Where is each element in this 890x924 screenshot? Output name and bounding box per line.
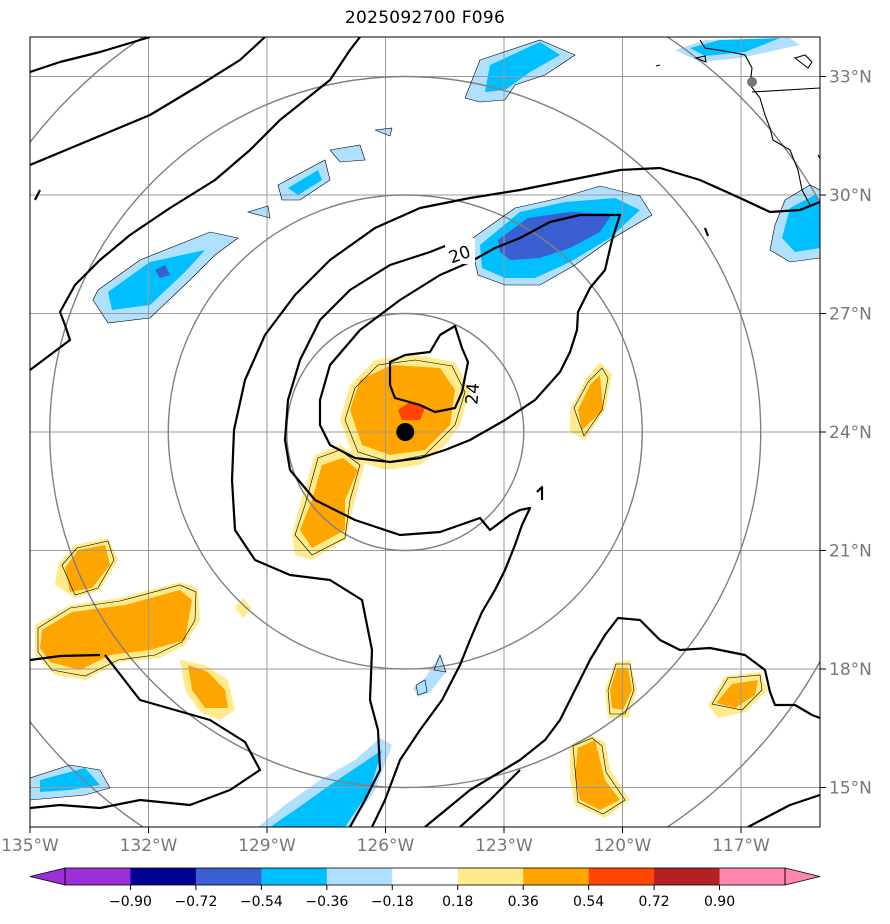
orange-sw-small bbox=[65, 545, 110, 592]
lon-tick-label: 123°W bbox=[475, 836, 533, 856]
colorbar-label: −0.36 bbox=[305, 894, 348, 910]
blue-streak-c bbox=[248, 206, 270, 218]
colorbar-box bbox=[588, 868, 655, 885]
orange-east bbox=[578, 375, 603, 430]
contour-label-24: 24 bbox=[462, 382, 484, 405]
lon-tick-label: 120°W bbox=[594, 836, 652, 856]
lat-tick-label: 33°N bbox=[829, 68, 872, 88]
colorbar-box bbox=[392, 868, 459, 885]
orange-se-a bbox=[610, 668, 632, 710]
contours bbox=[30, 37, 820, 827]
blue-streak-a bbox=[330, 145, 365, 162]
colorbar-under-arrow bbox=[29, 867, 66, 886]
axis-ticks: 135°W 132°W 129°W 126°W 123°W 120°W 117°W 15°N 1… bbox=[1, 68, 872, 857]
colorbar-label: 0.72 bbox=[639, 894, 670, 910]
plot-title: 2025092700 F096 bbox=[344, 8, 506, 28]
colorbar-box bbox=[654, 868, 721, 885]
lat-tick-label: 27°N bbox=[829, 305, 872, 325]
yellow-dot bbox=[235, 598, 252, 618]
blue-core-sw bbox=[40, 768, 100, 792]
range-ring bbox=[49, 75, 762, 789]
colorbar-box bbox=[719, 868, 786, 885]
colorbar-label: 0.90 bbox=[704, 894, 735, 910]
range-rings bbox=[30, 37, 820, 827]
blue-core-east bbox=[782, 195, 820, 252]
colorbar-label: −0.54 bbox=[240, 894, 283, 910]
colorbar-over-arrow bbox=[784, 867, 821, 886]
colorbar-box bbox=[130, 868, 197, 885]
colorbar-frame bbox=[64, 867, 786, 886]
colorbar-box bbox=[523, 868, 590, 885]
blue-streak-d bbox=[375, 128, 392, 136]
range-ring bbox=[167, 194, 643, 670]
lat-tick-label: 21°N bbox=[829, 542, 872, 562]
colorbar-box bbox=[65, 868, 131, 885]
lat-tick-label: 18°N bbox=[829, 660, 872, 680]
royal-ne bbox=[498, 212, 612, 260]
colorbar: −0.90 −0.72 −0.54 −0.36 −0.18 0.18 0.36 0.54 0.7… bbox=[29, 867, 821, 910]
grid-lines bbox=[30, 37, 820, 827]
lat-tick-label: 30°N bbox=[829, 186, 872, 206]
blue-core-b bbox=[288, 170, 322, 195]
colorbar-label: −0.90 bbox=[109, 894, 152, 910]
lat-tick-label: 15°N bbox=[829, 779, 872, 799]
colorbar-box bbox=[195, 868, 262, 885]
city-marker bbox=[747, 77, 757, 87]
colorbar-box bbox=[261, 868, 328, 885]
blue-small-mid bbox=[413, 655, 446, 697]
colorbar-label: 0.18 bbox=[442, 894, 473, 910]
lon-tick-label: 129°W bbox=[238, 836, 296, 856]
lon-tick-label: 135°W bbox=[1, 836, 59, 856]
storm-center-marker bbox=[396, 423, 415, 441]
shaded-field bbox=[30, 38, 820, 827]
colorbar-label: 0.36 bbox=[508, 894, 539, 910]
lon-tick-label: 117°W bbox=[712, 836, 770, 856]
orange-se-c bbox=[575, 740, 620, 810]
orange-sw-big bbox=[40, 590, 192, 670]
orange-se-b bbox=[716, 680, 758, 708]
range-ring bbox=[30, 37, 820, 827]
colorbar-label: −0.72 bbox=[174, 894, 217, 910]
royal-west bbox=[155, 265, 170, 278]
range-ring bbox=[286, 312, 525, 552]
red-central bbox=[398, 402, 425, 420]
coastline bbox=[655, 39, 820, 206]
colorbar-box bbox=[457, 868, 524, 885]
colorbar-label: −0.18 bbox=[371, 894, 414, 910]
lon-tick-label: 126°W bbox=[357, 836, 415, 856]
colorbar-box bbox=[326, 868, 393, 885]
orange-sw-tail bbox=[188, 665, 228, 708]
blue-core-south bbox=[270, 750, 382, 827]
blue-core-west bbox=[108, 250, 205, 310]
lon-tick-label: 132°W bbox=[120, 836, 178, 856]
label-bg-20 bbox=[445, 238, 475, 264]
colorbar-label: 0.54 bbox=[573, 894, 604, 910]
field-outlines bbox=[30, 39, 820, 815]
blue-core-coast bbox=[690, 38, 780, 56]
lat-tick-label: 24°N bbox=[829, 423, 872, 443]
orange-arm bbox=[300, 458, 358, 548]
